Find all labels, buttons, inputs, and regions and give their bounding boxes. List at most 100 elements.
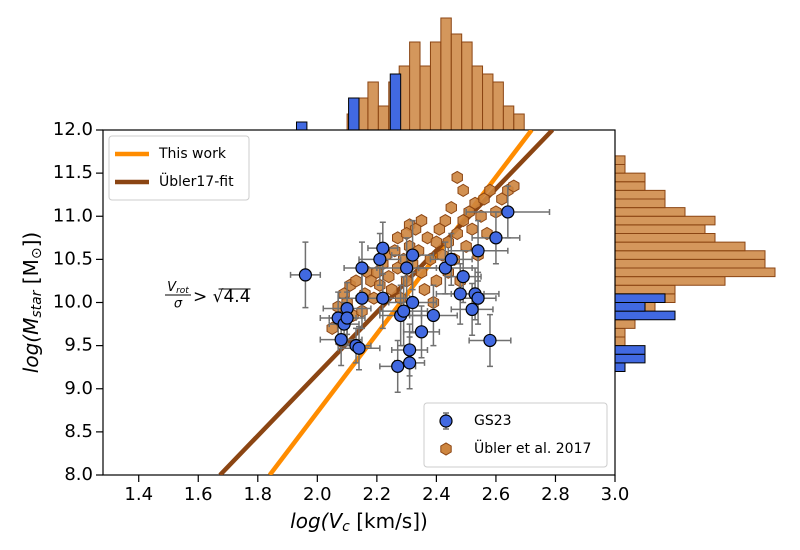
- x-tick-label: 2.0: [303, 484, 332, 505]
- x-tick-label: 2.2: [363, 484, 392, 505]
- data-point: [456, 270, 470, 284]
- legend-label: This work: [158, 146, 227, 162]
- legend-key: [440, 442, 452, 456]
- data-point: [475, 209, 487, 223]
- x-axis-label-part: c: [342, 519, 350, 535]
- right-hist-bar: [614, 164, 626, 174]
- y-tick-label: 11.5: [53, 162, 93, 183]
- right-hist-bar: [614, 155, 626, 165]
- annotation-part: V: [167, 280, 177, 295]
- data-point: [334, 332, 348, 347]
- top-hist-bar: [419, 65, 431, 131]
- y-tick-label: 9.0: [64, 378, 93, 399]
- top-hist-bar: [377, 105, 390, 131]
- y-tick-label: 8.5: [64, 421, 93, 442]
- data-point: [415, 213, 428, 228]
- annotation-denominator: σ: [174, 297, 183, 312]
- y-tick-label: 10.5: [53, 248, 93, 269]
- y-axis-label-part: ⊙: [29, 247, 45, 259]
- data-point: [457, 183, 469, 197]
- right-hist-bar: [614, 362, 626, 372]
- top-hist-bar: [429, 41, 442, 131]
- right-hist-bar: [614, 207, 686, 217]
- right-hist-bar: [614, 353, 646, 364]
- top-hist-bar: [482, 73, 494, 131]
- data-point: [465, 302, 479, 316]
- x-tick-label: 2.6: [482, 484, 511, 505]
- top-hist-bar: [348, 97, 360, 131]
- x-tick-label: 2.4: [422, 484, 451, 505]
- data-point: [414, 325, 429, 339]
- data-point: [403, 343, 417, 357]
- data-point: [430, 235, 443, 249]
- data-point: [400, 261, 414, 275]
- x-tick-label: 2.8: [541, 484, 570, 505]
- top-hist-bar: [367, 81, 379, 131]
- annotation-relation: > √4.4: [193, 287, 251, 307]
- y-axis-label: log(Mstar [M⊙]): [19, 232, 46, 373]
- y-tick-label: 9.5: [64, 335, 93, 356]
- data-point: [430, 274, 443, 288]
- right-hist-bar: [614, 276, 726, 286]
- data-point: [471, 291, 485, 305]
- right-hist-bar: [614, 336, 626, 347]
- plot-layer: [218, 130, 555, 475]
- top-hist-bar: [461, 41, 473, 131]
- right-hist-bar: [614, 181, 646, 191]
- annotation-part: rot: [176, 286, 189, 296]
- data-point: [376, 241, 390, 255]
- data-point: [355, 261, 369, 275]
- x-axis-label-part: [km/s]): [350, 509, 428, 533]
- right-hist-bar: [614, 284, 676, 295]
- data-point: [439, 213, 452, 228]
- top-hist-bar: [502, 105, 515, 131]
- x-tick-label: 3.0: [601, 484, 630, 505]
- right-hist-bar: [614, 345, 646, 355]
- x-tick-label: 1.4: [124, 484, 153, 505]
- data-point: [471, 244, 485, 258]
- data-point: [352, 341, 366, 355]
- right-hist-bar: [614, 310, 676, 321]
- data-point: [453, 287, 467, 301]
- data-point: [444, 252, 458, 266]
- x-tick-label: 1.6: [184, 484, 213, 505]
- data-point: [421, 231, 434, 245]
- y-axis-label-part: star: [29, 289, 45, 317]
- data-point: [350, 274, 362, 288]
- x-axis-label: log(Vc [km/s]): [290, 509, 428, 536]
- legend-label: Übler et al. 2017: [474, 439, 591, 457]
- data-point: [383, 270, 395, 284]
- right-hist-bar: [614, 233, 716, 243]
- data-point: [501, 205, 515, 219]
- legend-box: [423, 402, 608, 468]
- data-point: [391, 359, 405, 373]
- annotation-numerator: Vrot: [167, 280, 189, 296]
- data-point: [298, 268, 313, 282]
- top-hist-bar: [440, 17, 452, 131]
- top-hist-bar: [409, 41, 421, 131]
- data-point: [483, 333, 497, 348]
- data-point: [373, 252, 387, 266]
- top-hist-bar: [295, 121, 308, 131]
- right-hist-bar: [614, 250, 766, 260]
- right-hist-bar: [614, 224, 706, 234]
- right-hist-bar: [614, 189, 666, 200]
- data-point: [489, 231, 503, 245]
- right-hist-bar: [614, 172, 646, 183]
- legend-key: [439, 414, 453, 428]
- x-tick-label: 1.8: [243, 484, 272, 505]
- data-point: [508, 179, 520, 193]
- data-point: [340, 311, 354, 325]
- top-hist-bar: [450, 33, 463, 131]
- data-point: [355, 291, 369, 305]
- top-hist-bar: [389, 73, 402, 131]
- data-point: [418, 282, 431, 297]
- x-axis-label-part: log(V: [290, 509, 343, 533]
- right-hist-bar: [614, 267, 776, 278]
- right-hist-bar: [614, 327, 626, 338]
- data-point: [445, 201, 457, 215]
- y-tick-label: 11.0: [53, 205, 93, 226]
- right-hist-bar: [614, 302, 646, 312]
- y-tick-label: 12.0: [53, 119, 93, 140]
- data-point: [451, 170, 463, 185]
